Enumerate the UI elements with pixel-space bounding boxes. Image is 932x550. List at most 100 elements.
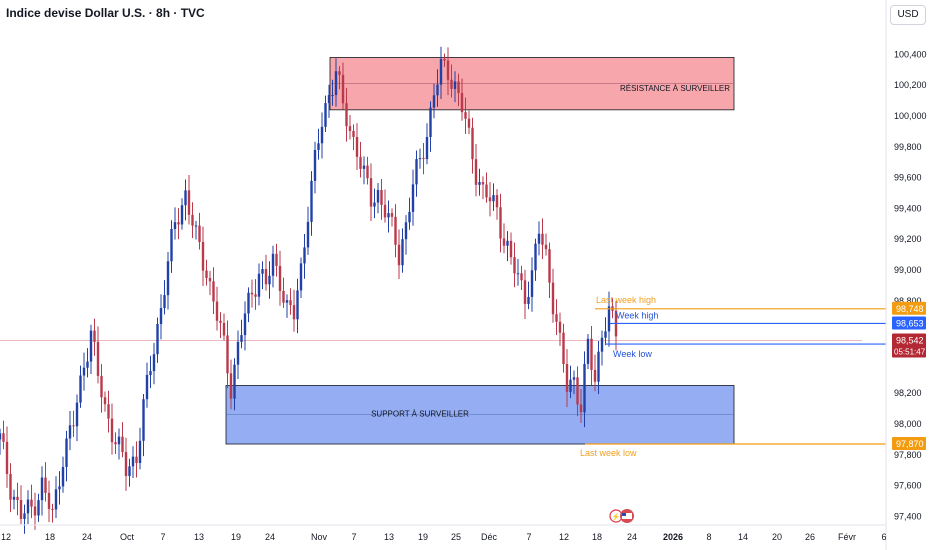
x-tick-label: Févr bbox=[838, 532, 856, 542]
candle-body bbox=[450, 79, 453, 89]
candle-body bbox=[170, 228, 173, 262]
candle-body bbox=[47, 492, 51, 509]
candle-body bbox=[506, 240, 509, 246]
candle-body bbox=[593, 369, 597, 382]
candle-body bbox=[401, 239, 404, 266]
candle-body bbox=[2, 433, 5, 442]
x-tick-label: 7 bbox=[351, 532, 356, 542]
candle-body bbox=[26, 499, 30, 514]
candle-body bbox=[422, 158, 425, 160]
price-tag bbox=[892, 316, 926, 330]
price-tag bbox=[892, 437, 926, 451]
flag-icon-inner bbox=[622, 513, 632, 519]
candle-body bbox=[5, 441, 9, 474]
x-tick-label: 7 bbox=[160, 532, 165, 542]
candle-body bbox=[37, 500, 40, 516]
candle-body bbox=[369, 178, 373, 207]
candle-body bbox=[159, 308, 163, 325]
candle-body bbox=[16, 496, 19, 501]
y-tick-label: 99,400 bbox=[894, 203, 922, 213]
candle-body bbox=[569, 379, 572, 392]
level-label: Week low bbox=[613, 349, 652, 359]
candle-body bbox=[240, 335, 243, 342]
candle-body bbox=[604, 331, 607, 338]
candle-body bbox=[107, 404, 110, 419]
candle-body bbox=[205, 270, 208, 278]
price-tag-label: 98,653 bbox=[896, 318, 924, 328]
candle-body bbox=[397, 244, 401, 266]
currency-button[interactable]: USD bbox=[890, 5, 926, 25]
candle-body bbox=[282, 290, 285, 303]
candle-body bbox=[523, 280, 527, 304]
candle-body bbox=[303, 247, 306, 264]
candle-body bbox=[229, 373, 233, 399]
candle-body bbox=[362, 165, 366, 169]
candle-body bbox=[492, 195, 495, 202]
x-tick-label: Déc bbox=[481, 532, 498, 542]
candle-body bbox=[149, 371, 152, 375]
y-tick-label: 98,800 bbox=[894, 296, 922, 306]
candle-body bbox=[562, 332, 565, 364]
candle-body bbox=[30, 499, 33, 507]
candle-body bbox=[583, 363, 586, 413]
candle-body bbox=[33, 506, 37, 516]
candle-body bbox=[324, 103, 327, 127]
candle-body bbox=[187, 190, 191, 215]
candle-body bbox=[537, 233, 541, 244]
candle-body bbox=[0, 433, 2, 440]
candle-body bbox=[373, 202, 376, 207]
candle-body bbox=[495, 195, 499, 208]
candle-body bbox=[198, 225, 201, 242]
candle-body bbox=[184, 190, 187, 206]
candle-body bbox=[82, 367, 86, 376]
x-tick-label: 19 bbox=[418, 532, 428, 542]
candle-body bbox=[513, 257, 516, 274]
candle-body bbox=[471, 127, 474, 160]
x-tick-label: 12 bbox=[559, 532, 569, 542]
x-tick-label: 14 bbox=[738, 532, 748, 542]
y-tick-label: 97,400 bbox=[894, 511, 922, 521]
candle-body bbox=[317, 143, 320, 150]
candle-body bbox=[201, 241, 205, 271]
candle-body bbox=[464, 112, 467, 119]
candle-body bbox=[394, 216, 397, 245]
candle-body bbox=[418, 158, 422, 160]
candle-body bbox=[338, 71, 341, 75]
candle-body bbox=[163, 295, 166, 309]
x-tick-label: 13 bbox=[384, 532, 394, 542]
candle-body bbox=[299, 263, 303, 291]
candle-body bbox=[355, 136, 359, 157]
candle-body bbox=[485, 184, 488, 198]
y-tick-label: 98,000 bbox=[894, 419, 922, 429]
candle-body bbox=[61, 466, 65, 487]
level-label: Week high bbox=[616, 310, 658, 320]
candle-body bbox=[572, 377, 576, 380]
candle-body bbox=[208, 277, 212, 282]
candle-body bbox=[443, 58, 446, 61]
candle-body bbox=[366, 165, 369, 179]
candle-body bbox=[425, 136, 429, 160]
candle-body bbox=[117, 436, 121, 445]
candle-body bbox=[502, 238, 506, 246]
candle-body bbox=[177, 222, 180, 225]
candle-body bbox=[243, 313, 247, 336]
candle-body bbox=[12, 496, 16, 500]
candle-body bbox=[219, 320, 222, 323]
candle-body bbox=[261, 269, 264, 274]
candle-body bbox=[579, 404, 583, 413]
candle-body bbox=[114, 442, 117, 445]
candle-body bbox=[359, 156, 362, 169]
x-tick-label: 19 bbox=[231, 532, 241, 542]
candle-body bbox=[58, 486, 61, 490]
lightning-glyph: ⚡ bbox=[612, 512, 621, 521]
current-price-label: 98,542 bbox=[896, 336, 924, 346]
y-tick-label: 99,200 bbox=[894, 234, 922, 244]
candle-body bbox=[383, 204, 387, 218]
candle-body bbox=[345, 103, 348, 127]
candle-body bbox=[23, 513, 26, 519]
x-tick-label: Nov bbox=[311, 532, 328, 542]
candle-body bbox=[376, 189, 380, 203]
candle-body bbox=[509, 240, 513, 258]
